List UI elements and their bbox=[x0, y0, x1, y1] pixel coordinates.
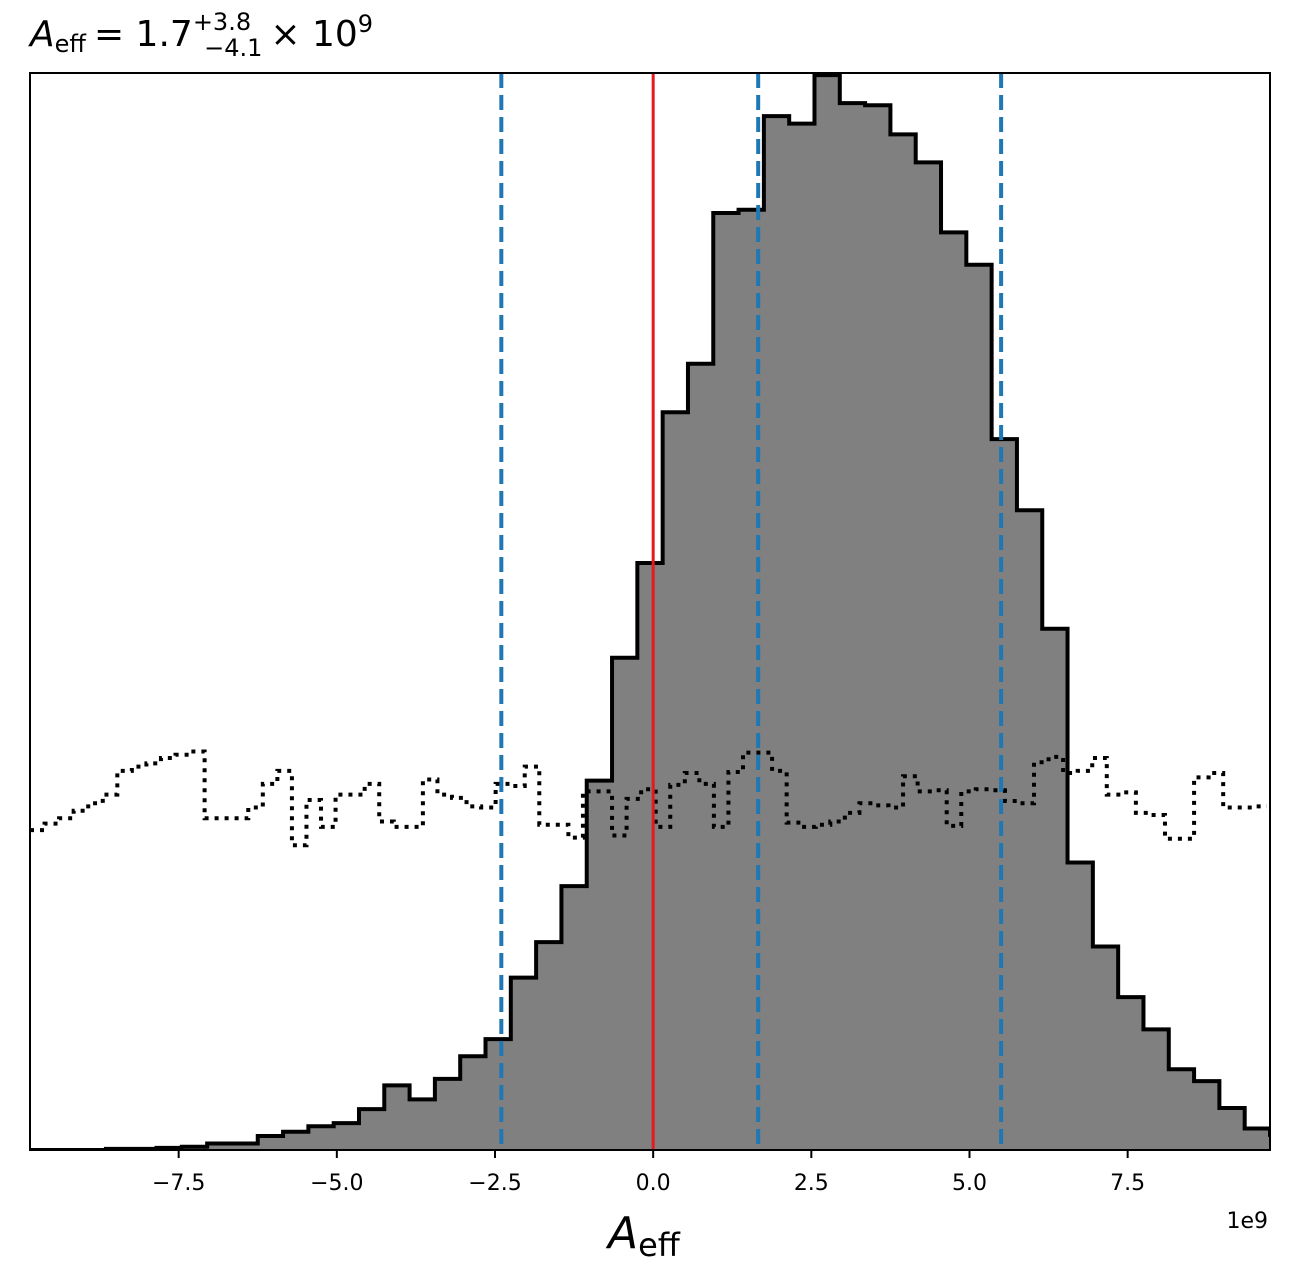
histogram-bar bbox=[434, 1078, 461, 1150]
histogram-bar bbox=[358, 1109, 385, 1150]
histogram-bar bbox=[738, 209, 765, 1150]
histogram-bar bbox=[485, 1039, 512, 1150]
histogram-bar bbox=[1168, 1069, 1195, 1150]
histogram-bar bbox=[586, 780, 613, 1150]
histogram-bar bbox=[612, 657, 638, 1150]
x-tick-label: −7.5 bbox=[152, 1171, 205, 1196]
histogram-bar bbox=[865, 105, 891, 1150]
histogram-bar bbox=[763, 116, 790, 1150]
histogram-bar bbox=[637, 563, 664, 1150]
x-tick-label: −5.0 bbox=[310, 1171, 363, 1196]
histogram-bar bbox=[1219, 1107, 1246, 1150]
histogram-bar bbox=[789, 123, 815, 1150]
histogram-bar bbox=[1270, 1135, 1289, 1150]
histogram-bar bbox=[713, 213, 740, 1150]
histogram-bar bbox=[687, 363, 714, 1150]
histogram-bar bbox=[1016, 510, 1043, 1150]
histogram-bar bbox=[966, 264, 993, 1150]
histogram-bar bbox=[991, 439, 1018, 1150]
histogram-bar bbox=[1092, 946, 1119, 1150]
histogram-bar bbox=[1244, 1128, 1270, 1150]
histogram-bar bbox=[814, 75, 841, 1150]
histogram-bar bbox=[561, 886, 588, 1150]
chart-title: Aeff = 1.7+3.8 −4.1 × 109 bbox=[28, 8, 373, 62]
posterior-outline bbox=[30, 73, 1270, 1150]
x-tick-label: −2.5 bbox=[468, 1171, 521, 1196]
histogram-bar bbox=[1042, 628, 1069, 1150]
histogram-bar bbox=[308, 1126, 335, 1150]
x-tick-label: 5.0 bbox=[952, 1171, 987, 1196]
histogram-bar bbox=[232, 1143, 259, 1150]
histogram-bar bbox=[460, 1056, 487, 1150]
x-axis-ticks: −7.5 −5.0 −2.5 0.0 2.5 5.0 7.5 bbox=[152, 1150, 1145, 1196]
histogram-bar bbox=[890, 134, 917, 1150]
histogram-bar bbox=[941, 232, 967, 1150]
histogram-bar bbox=[384, 1085, 411, 1150]
histogram-bar bbox=[283, 1131, 309, 1150]
x-tick-label: 7.5 bbox=[1110, 1171, 1145, 1196]
histogram-bar bbox=[333, 1123, 360, 1150]
x-axis-label: Aeff bbox=[605, 1208, 681, 1264]
x-tick-label: 2.5 bbox=[794, 1171, 829, 1196]
posterior-histogram bbox=[105, 75, 1289, 1150]
histogram-bar bbox=[1143, 1029, 1170, 1150]
histogram-bar bbox=[1118, 997, 1144, 1150]
histogram-bar bbox=[839, 103, 866, 1150]
histogram-bar bbox=[1194, 1081, 1220, 1150]
histogram-bar bbox=[510, 977, 537, 1150]
histogram-bar bbox=[257, 1135, 284, 1150]
plot-area bbox=[30, 73, 1289, 1150]
histogram-bar bbox=[1067, 862, 1094, 1150]
x-tick-label: 0.0 bbox=[636, 1171, 671, 1196]
histogram-bar bbox=[915, 162, 942, 1150]
axes-frame bbox=[29, 72, 1271, 1151]
histogram-bar bbox=[207, 1143, 233, 1150]
histogram-bar bbox=[409, 1099, 436, 1150]
histogram-bar bbox=[536, 942, 562, 1150]
x-axis-offset-label: 1e9 bbox=[1226, 1209, 1268, 1234]
